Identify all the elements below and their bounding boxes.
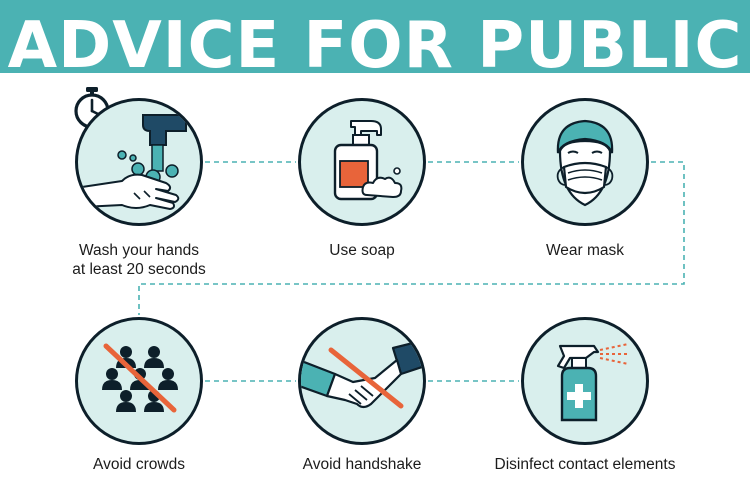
- caption-line: at least 20 seconds: [72, 261, 206, 278]
- caption-line: Avoid crowds: [93, 456, 185, 473]
- caption-line: Disinfect contact elements: [494, 456, 676, 473]
- no-handshake-icon: [301, 339, 423, 409]
- face-mask-icon: [556, 119, 614, 207]
- disinfectant-spray-icon: [556, 343, 630, 422]
- page-title: ADVICE FOR PUBLIC: [7, 9, 743, 83]
- tip-caption-use-soap: Use soap: [252, 241, 472, 260]
- tip-caption-avoid-crowds: Avoid crowds: [29, 455, 249, 474]
- caption-line: Avoid handshake: [302, 456, 422, 473]
- title-banner: [0, 0, 750, 73]
- caption-line: Use soap: [329, 242, 395, 259]
- tip-caption-disinfect: Disinfect contact elements: [475, 455, 695, 474]
- no-crowds-icon: [102, 343, 178, 413]
- soap-bottle-icon: [333, 120, 403, 201]
- tip-circle-avoid-crowds: [75, 317, 203, 445]
- tip-circle-wear-mask: [521, 98, 649, 226]
- tip-caption-avoid-handshake: Avoid handshake: [252, 455, 472, 474]
- tip-circle-wash-hands: [75, 98, 203, 226]
- caption-line: Wash your hands: [78, 242, 200, 259]
- tip-caption-wear-mask: Wear mask: [475, 241, 695, 260]
- tip-circle-disinfect: [521, 317, 649, 445]
- tip-caption-wash-hands: Wash your hands at least 20 seconds: [29, 241, 249, 279]
- hand-washing-icon: [81, 114, 187, 210]
- tip-circle-avoid-handshake: [298, 317, 426, 445]
- tip-circle-use-soap: [298, 98, 426, 226]
- caption-line: Wear mask: [545, 242, 625, 259]
